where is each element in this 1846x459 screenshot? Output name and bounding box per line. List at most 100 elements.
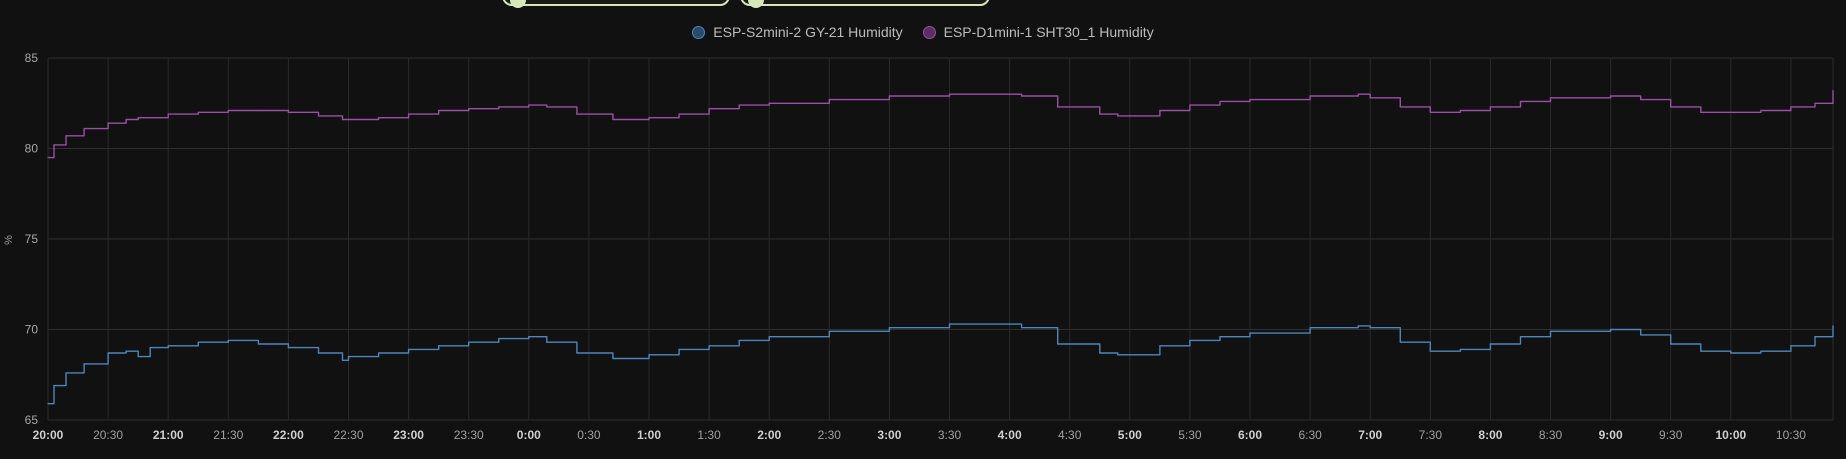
chart-grid xyxy=(47,57,1834,421)
data-point xyxy=(1159,345,1161,347)
data-point xyxy=(1249,332,1251,334)
legend-label: ESP-S2mini-2 GY-21 Humidity xyxy=(713,24,903,40)
data-point xyxy=(1399,341,1401,343)
x-tick-label: 0:30 xyxy=(577,428,601,442)
data-point xyxy=(1309,95,1311,97)
data-point xyxy=(678,113,680,115)
data-point xyxy=(1549,97,1552,99)
chart-legend: ESP-S2mini-2 GY-21 Humidity ESP-D1mini-1… xyxy=(0,24,1846,40)
data-point xyxy=(47,156,49,159)
data-point xyxy=(83,363,85,365)
legend-item-d1mini-humidity[interactable]: ESP-D1mini-1 SHT30_1 Humidity xyxy=(922,24,1154,40)
data-point xyxy=(828,99,830,101)
data-point xyxy=(1814,102,1816,104)
data-point xyxy=(828,330,830,332)
data-point xyxy=(125,118,127,121)
x-tick-label: 1:30 xyxy=(697,428,721,442)
data-point xyxy=(149,347,151,349)
data-point xyxy=(408,348,410,351)
data-point xyxy=(648,354,650,356)
data-point xyxy=(498,337,500,340)
data-point xyxy=(1357,325,1359,327)
data-point xyxy=(1309,327,1311,329)
data-point xyxy=(197,341,199,343)
x-tick-label: 5:30 xyxy=(1178,428,1202,442)
data-point xyxy=(227,109,229,112)
x-tick-label: 7:30 xyxy=(1419,428,1443,442)
data-point xyxy=(1357,93,1359,95)
data-point xyxy=(1057,343,1059,345)
x-tick-label: 10:00 xyxy=(1715,428,1746,442)
x-tick-label: 6:00 xyxy=(1238,428,1262,442)
data-point xyxy=(498,106,500,108)
x-axis: 20:00 20:30 21:00 21:30 22:00 22:30 23:00 23:30… xyxy=(33,428,1807,442)
data-point xyxy=(1640,99,1642,101)
data-point xyxy=(1189,339,1191,341)
y-tick-label: 65 xyxy=(25,413,39,427)
data-point xyxy=(197,111,199,113)
y-tick-label: 70 xyxy=(25,323,39,337)
data-point xyxy=(708,345,710,347)
data-point xyxy=(1670,106,1672,108)
x-tick-label: 6:30 xyxy=(1298,428,1322,442)
data-point xyxy=(1489,343,1492,345)
data-point xyxy=(347,356,350,358)
data-point xyxy=(1549,330,1552,332)
data-point xyxy=(438,345,440,347)
data-point xyxy=(1249,99,1251,101)
data-point xyxy=(107,352,109,354)
data-point xyxy=(1760,109,1762,112)
x-tick-label: 4:30 xyxy=(1058,428,1082,442)
data-point xyxy=(1489,106,1492,108)
data-point xyxy=(1369,97,1371,99)
legend-swatch-icon xyxy=(922,25,936,39)
data-point xyxy=(65,135,67,137)
data-point xyxy=(125,350,127,352)
data-point xyxy=(1760,350,1762,352)
x-tick-label: 4:00 xyxy=(998,428,1022,442)
data-point xyxy=(1429,111,1431,113)
data-point xyxy=(47,403,49,405)
data-point xyxy=(1429,350,1431,352)
legend-swatch-icon xyxy=(692,25,706,39)
data-point xyxy=(137,117,139,119)
y-axis: 65 70 75 80 85 xyxy=(25,51,39,427)
data-point xyxy=(1099,113,1101,115)
data-point xyxy=(341,359,344,361)
data-point xyxy=(1159,109,1161,112)
data-point xyxy=(1832,325,1834,327)
x-tick-label: 2:30 xyxy=(818,428,842,442)
data-point xyxy=(1189,104,1191,106)
data-point xyxy=(1369,327,1371,329)
x-tick-label: 23:30 xyxy=(454,428,484,442)
series-line-1 xyxy=(48,90,1834,159)
x-tick-label: 10:30 xyxy=(1776,428,1806,442)
x-tick-label: 3:30 xyxy=(938,428,962,442)
x-tick-label: 21:00 xyxy=(153,428,184,442)
data-point xyxy=(1640,334,1642,336)
data-point xyxy=(1790,345,1792,347)
data-point xyxy=(948,93,951,95)
data-point xyxy=(1117,115,1119,117)
data-point xyxy=(1610,328,1612,331)
data-point xyxy=(257,109,259,112)
data-point xyxy=(1730,111,1732,113)
data-point xyxy=(53,385,55,387)
data-point xyxy=(167,113,169,115)
data-point xyxy=(107,122,109,124)
data-point xyxy=(468,108,470,110)
data-point xyxy=(768,102,770,104)
data-point xyxy=(1700,111,1702,113)
legend-item-s2mini-humidity[interactable]: ESP-S2mini-2 GY-21 Humidity xyxy=(692,24,903,40)
data-point xyxy=(1730,352,1732,354)
x-tick-label: 8:30 xyxy=(1539,428,1563,442)
data-point xyxy=(137,356,139,358)
data-point xyxy=(1219,100,1221,103)
data-point xyxy=(1700,350,1702,352)
data-point xyxy=(1610,95,1612,97)
data-point xyxy=(377,352,380,354)
data-point xyxy=(768,336,770,338)
data-point xyxy=(1519,100,1522,103)
data-point xyxy=(678,348,680,351)
